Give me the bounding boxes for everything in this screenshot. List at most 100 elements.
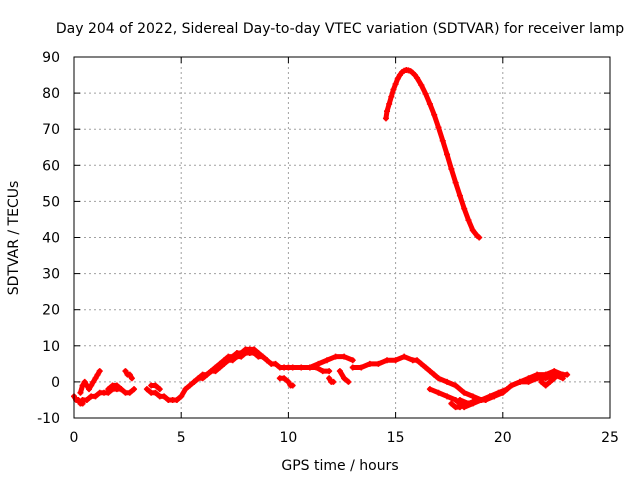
y-tick-label: 60 (42, 158, 60, 174)
data-point (469, 393, 476, 400)
data-point (508, 382, 515, 389)
data-point (336, 368, 343, 375)
data-point (418, 82, 425, 89)
data-point (426, 386, 433, 393)
data-point (143, 386, 150, 393)
data-point (461, 205, 468, 212)
data-point (448, 400, 455, 407)
data-point (251, 350, 258, 357)
tick-marks (73, 56, 611, 419)
data-point (191, 378, 198, 385)
data-point (546, 378, 553, 385)
y-tick-label: 80 (42, 86, 60, 102)
data-point (216, 364, 223, 371)
x-axis-label: GPS time / hours (281, 458, 398, 474)
data-point (465, 400, 472, 407)
x-tick-label: 0 (70, 430, 79, 446)
data-point (212, 368, 219, 375)
data-point (382, 115, 389, 122)
data-point (542, 382, 549, 389)
data-point (390, 86, 397, 93)
data-point (96, 368, 103, 375)
data-point (131, 386, 138, 393)
data-point (238, 353, 245, 360)
data-point (118, 386, 125, 393)
data-point (435, 375, 442, 382)
y-tick-label: 40 (42, 231, 60, 247)
y-tick-label: 50 (42, 194, 60, 210)
data-point (469, 227, 476, 234)
series-track (538, 375, 557, 389)
x-tick-labels: 0 5 10 15 20 25 (70, 430, 619, 446)
data-point (161, 393, 168, 400)
y-axis-label: SDTVAR / TECUs (6, 181, 22, 296)
data-point (422, 90, 429, 97)
data-point (186, 382, 193, 389)
data-point (86, 386, 93, 393)
data-point (341, 353, 348, 360)
data-point (384, 108, 391, 115)
data-point (281, 364, 288, 371)
data-point (491, 393, 498, 400)
data-point (326, 375, 333, 382)
data-point (452, 382, 459, 389)
series-track (77, 368, 103, 396)
data-point (401, 353, 408, 360)
data-point (551, 375, 558, 382)
data-point (534, 375, 541, 382)
y-tick-label: 70 (42, 122, 60, 138)
data-point (319, 368, 326, 375)
data-point (392, 357, 399, 364)
data-point (173, 396, 180, 403)
data-point (349, 364, 356, 371)
data-point (152, 389, 159, 396)
data-point (384, 357, 391, 364)
data-point (474, 396, 481, 403)
y-tick-label: 90 (42, 50, 60, 66)
data-point (499, 389, 506, 396)
data-point (345, 378, 352, 385)
data-point (326, 368, 333, 375)
data-point (516, 378, 523, 385)
data-point (559, 375, 566, 382)
data-point (94, 371, 101, 378)
data-point (156, 386, 163, 393)
data-point (476, 234, 483, 241)
data-point (126, 371, 133, 378)
data-point (128, 375, 135, 382)
data-points (71, 66, 571, 411)
data-point (90, 378, 97, 385)
data-point (323, 357, 330, 364)
y-tick-label: 20 (42, 303, 60, 319)
data-point (439, 137, 446, 144)
data-point (263, 357, 270, 364)
data-point (414, 74, 421, 81)
data-point (178, 393, 185, 400)
data-point (444, 378, 451, 385)
data-point (431, 371, 438, 378)
x-tick-label: 5 (177, 430, 186, 446)
data-point (375, 360, 382, 367)
y-tick-label: 30 (42, 267, 60, 283)
data-point (88, 382, 95, 389)
data-point (341, 375, 348, 382)
data-point (122, 368, 129, 375)
data-point (199, 375, 206, 382)
chart-title: Day 204 of 2022, Sidereal Day-to-day VTE… (56, 21, 624, 37)
data-point (349, 357, 356, 364)
data-point (444, 393, 451, 400)
data-point (394, 75, 401, 82)
data-point (538, 378, 545, 385)
data-point (221, 360, 228, 367)
data-point (83, 396, 90, 403)
data-point (330, 378, 337, 385)
data-point (456, 192, 463, 199)
data-point (426, 368, 433, 375)
data-point (203, 371, 210, 378)
data-point (366, 360, 373, 367)
data-point (92, 375, 99, 382)
data-point (289, 382, 296, 389)
data-point (92, 393, 99, 400)
y-tick-label: 0 (51, 375, 60, 391)
